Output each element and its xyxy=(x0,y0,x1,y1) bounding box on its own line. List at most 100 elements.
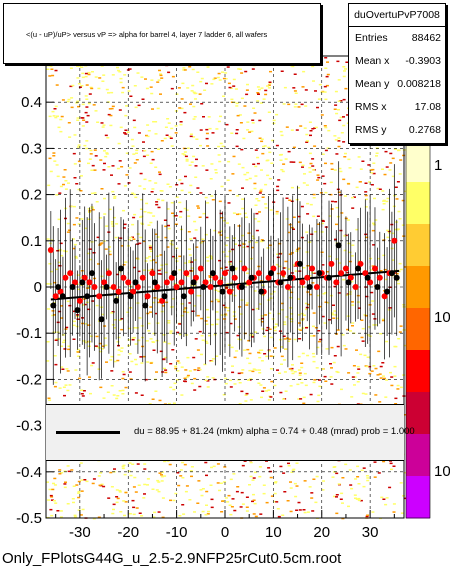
heat-cell xyxy=(147,211,151,214)
heat-cell xyxy=(66,100,70,103)
red-data-point xyxy=(352,284,359,290)
heat-cell xyxy=(295,129,299,131)
heat-cell xyxy=(204,340,208,343)
heat-cell xyxy=(403,472,407,474)
heat-cell xyxy=(375,152,379,154)
heat-cell xyxy=(161,516,165,519)
heat-cell xyxy=(242,246,246,248)
y-tick-label: -0.1 xyxy=(16,325,42,342)
heat-cell xyxy=(350,280,354,283)
heat-cell xyxy=(331,476,335,478)
heat-cell xyxy=(47,397,51,399)
heat-cell xyxy=(321,489,325,491)
heat-cell xyxy=(267,467,271,469)
heat-cell xyxy=(322,293,326,295)
heat-cell xyxy=(335,112,339,115)
heat-cell xyxy=(50,270,53,273)
stats-value: 0.2768 xyxy=(408,124,441,136)
heat-cell xyxy=(164,371,168,374)
heat-cell xyxy=(196,314,200,317)
heat-cell xyxy=(87,252,91,255)
heat-cell xyxy=(337,292,341,294)
heat-cell xyxy=(81,103,85,106)
heat-cell xyxy=(224,72,228,74)
heat-cell xyxy=(121,91,125,94)
heat-cell xyxy=(226,222,229,224)
heat-cell xyxy=(261,152,265,155)
heat-cell xyxy=(266,174,270,177)
heat-cell xyxy=(174,367,178,370)
heat-cell xyxy=(160,190,164,192)
heat-cell xyxy=(230,282,234,285)
heat-cell xyxy=(132,238,136,240)
heat-cell xyxy=(374,219,378,221)
heat-cell xyxy=(381,168,384,170)
heat-cell xyxy=(351,196,354,199)
heat-cell xyxy=(84,95,88,97)
heat-cell xyxy=(157,273,161,275)
heat-cell xyxy=(166,208,170,210)
heat-cell xyxy=(290,226,294,229)
heat-cell xyxy=(134,343,138,345)
heat-cell xyxy=(378,188,382,190)
heat-cell xyxy=(246,83,249,86)
heat-cell xyxy=(111,225,115,227)
heat-cell xyxy=(240,491,244,494)
heat-cell xyxy=(119,511,123,513)
heat-cell xyxy=(263,145,267,147)
heat-cell xyxy=(102,397,106,399)
heat-cell xyxy=(135,159,139,161)
heat-cell xyxy=(204,320,208,322)
heat-cell xyxy=(130,360,134,363)
heat-cell xyxy=(105,361,108,363)
heat-cell xyxy=(267,146,271,149)
heat-cell xyxy=(90,192,94,195)
heat-cell xyxy=(146,124,150,126)
heat-cell xyxy=(54,502,58,504)
heat-cell xyxy=(334,314,338,316)
heat-cell xyxy=(297,215,301,218)
heat-cell xyxy=(127,90,131,92)
heat-cell xyxy=(194,98,197,100)
heat-cell xyxy=(200,77,204,80)
heat-cell xyxy=(89,153,93,155)
heat-cell xyxy=(374,367,378,370)
heat-cell xyxy=(342,124,346,127)
heat-cell xyxy=(48,157,52,160)
red-data-point xyxy=(76,297,83,304)
heat-cell xyxy=(184,155,188,158)
red-data-point xyxy=(81,274,88,281)
heat-cell xyxy=(153,511,157,514)
heat-cell xyxy=(105,225,109,227)
heat-cell xyxy=(111,190,115,193)
heat-cell xyxy=(237,68,241,70)
heat-cell xyxy=(67,122,71,124)
heat-cell xyxy=(225,287,228,289)
heat-cell xyxy=(276,189,280,192)
heat-cell xyxy=(138,185,142,187)
heat-cell xyxy=(296,187,300,189)
heat-cell xyxy=(206,376,210,378)
heat-cell xyxy=(350,255,354,257)
heat-cell xyxy=(186,311,190,314)
heat-cell xyxy=(261,390,265,392)
heat-cell xyxy=(252,499,256,501)
heat-cell xyxy=(86,114,90,117)
heat-cell xyxy=(179,216,183,218)
heat-cell xyxy=(170,306,174,308)
heat-cell xyxy=(217,72,221,75)
heat-cell xyxy=(46,64,49,67)
heat-cell xyxy=(353,376,357,378)
heat-cell xyxy=(53,160,57,162)
heat-cell xyxy=(205,342,209,344)
heat-cell xyxy=(54,69,58,72)
heat-cell xyxy=(132,153,136,155)
heat-cell xyxy=(74,369,78,371)
heat-cell xyxy=(92,104,96,106)
heat-cell xyxy=(401,199,405,202)
heat-cell xyxy=(202,212,206,215)
heat-cell xyxy=(60,305,63,307)
heat-cell xyxy=(258,466,262,468)
heat-cell xyxy=(174,365,177,368)
heat-cell xyxy=(390,468,393,471)
